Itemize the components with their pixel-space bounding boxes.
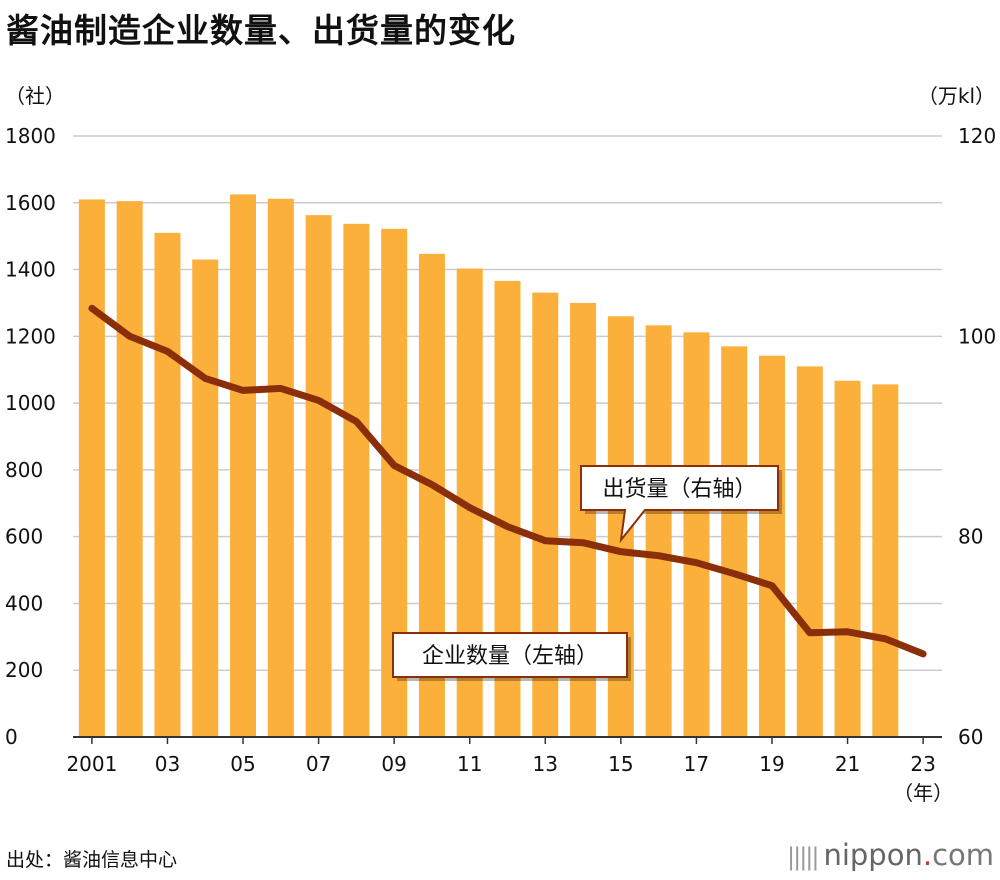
left-tick-label: 800 (5, 458, 43, 482)
bar-2019 (758, 355, 785, 737)
line-point-2017 (694, 561, 698, 565)
chart-title: 酱油制造企业数量、出货量的变化 (6, 11, 516, 50)
source-note: 出处：酱油信息中心 (6, 849, 178, 871)
right-tick-label: 100 (958, 324, 996, 348)
line-point-2020 (808, 631, 812, 635)
x-tick-label: 23 (910, 752, 935, 776)
left-tick-label: 600 (5, 525, 43, 549)
x-tick-label: 03 (155, 752, 180, 776)
company-callout: 企业数量（左轴） (392, 632, 631, 681)
axes (73, 736, 942, 744)
x-tick-label: 17 (684, 752, 709, 776)
line-point-2003 (165, 349, 169, 353)
bar-2004 (192, 259, 219, 737)
bar-2022 (872, 384, 899, 737)
x-tick-label: 15 (608, 752, 633, 776)
shipment-callout: 出货量（右轴） (580, 465, 782, 544)
right-tick-label: 120 (958, 124, 996, 148)
shipment-callout-text: 出货量（右轴） (602, 477, 756, 502)
bar-2021 (834, 380, 861, 737)
line-point-2009 (392, 464, 396, 468)
bar-2007 (305, 215, 332, 738)
brand-name: nippon (823, 838, 923, 872)
shipment-callout-box (580, 465, 779, 544)
brand-logo: ||||| nippon.com (787, 838, 994, 872)
brand-dot: . (922, 838, 933, 872)
line-point-2021 (846, 630, 850, 634)
bar-2018 (721, 346, 748, 737)
left-tick-label: 0 (5, 725, 18, 749)
brand-tld: com (932, 838, 994, 872)
line-point-2007 (317, 398, 321, 402)
left-tick-label: 1400 (5, 258, 56, 282)
line-series (88, 304, 927, 658)
line-point-2001 (90, 306, 94, 310)
line-point-2004 (203, 376, 207, 380)
company-callout-text: 企业数量（左轴） (422, 644, 598, 669)
brand-mark-icon: ||||| (787, 843, 819, 871)
line-point-2012 (506, 525, 509, 529)
right-tick-label: 80 (958, 525, 983, 549)
bar-2020 (796, 366, 823, 737)
line-point-2023 (921, 652, 925, 656)
chart-area: 0 200 400 600 800 1000 1200 1400 1600 1800 60 80 100… (5, 84, 996, 805)
left-tick-label: 1200 (5, 324, 56, 348)
left-tick-label: 1800 (5, 124, 56, 148)
x-tick-label: 09 (381, 752, 406, 776)
bar-2006 (267, 198, 294, 737)
left-axis-unit: （社） (5, 84, 65, 108)
bar-2002 (116, 201, 143, 737)
bar-2003 (154, 232, 181, 738)
x-tick-label: 07 (306, 752, 331, 776)
line-point-2018 (732, 572, 736, 576)
x-tick-label: 05 (230, 752, 255, 776)
x-tick-label: 11 (457, 752, 482, 776)
x-tick-label: 2001 (66, 752, 117, 776)
line-point-2008 (354, 419, 358, 423)
line-point-2011 (468, 506, 472, 510)
bar-2001 (78, 199, 105, 737)
line-point-2016 (657, 554, 661, 558)
line-point-2014 (581, 541, 585, 545)
line-point-2019 (770, 584, 774, 588)
left-tick-label: 1000 (5, 391, 56, 415)
right-axis-unit: （万kl） (918, 84, 995, 108)
tick-labels: 0 200 400 600 800 1000 1200 1400 1600 1800 60 80 100… (5, 124, 996, 776)
line-point-2005 (241, 388, 245, 392)
x-tick-label: 19 (759, 752, 784, 776)
line-point-2013 (543, 539, 547, 543)
bar-2005 (230, 194, 257, 738)
x-tick-label: 13 (533, 752, 558, 776)
line-point-2010 (430, 483, 434, 487)
bar-2017 (683, 332, 710, 737)
x-axis-unit: （年） (893, 781, 953, 805)
line-point-2022 (883, 637, 887, 641)
bar-2016 (645, 325, 672, 737)
left-tick-label: 1600 (5, 191, 56, 215)
left-tick-label: 400 (5, 591, 43, 615)
x-tick-label: 21 (835, 752, 860, 776)
line-point-2015 (619, 550, 623, 554)
left-tick-label: 200 (5, 658, 43, 682)
company-callout-box (392, 632, 628, 678)
line-point-2006 (279, 386, 283, 390)
callouts: 出货量（右轴） 企业数量（左轴） (392, 465, 782, 681)
line-point-2002 (128, 334, 132, 338)
bar-2008 (343, 223, 370, 738)
right-tick-label: 60 (958, 725, 983, 749)
